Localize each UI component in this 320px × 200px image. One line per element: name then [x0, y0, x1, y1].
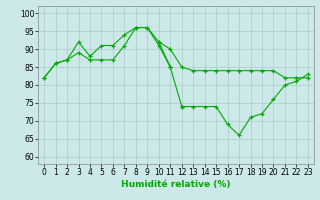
- X-axis label: Humidité relative (%): Humidité relative (%): [121, 180, 231, 189]
